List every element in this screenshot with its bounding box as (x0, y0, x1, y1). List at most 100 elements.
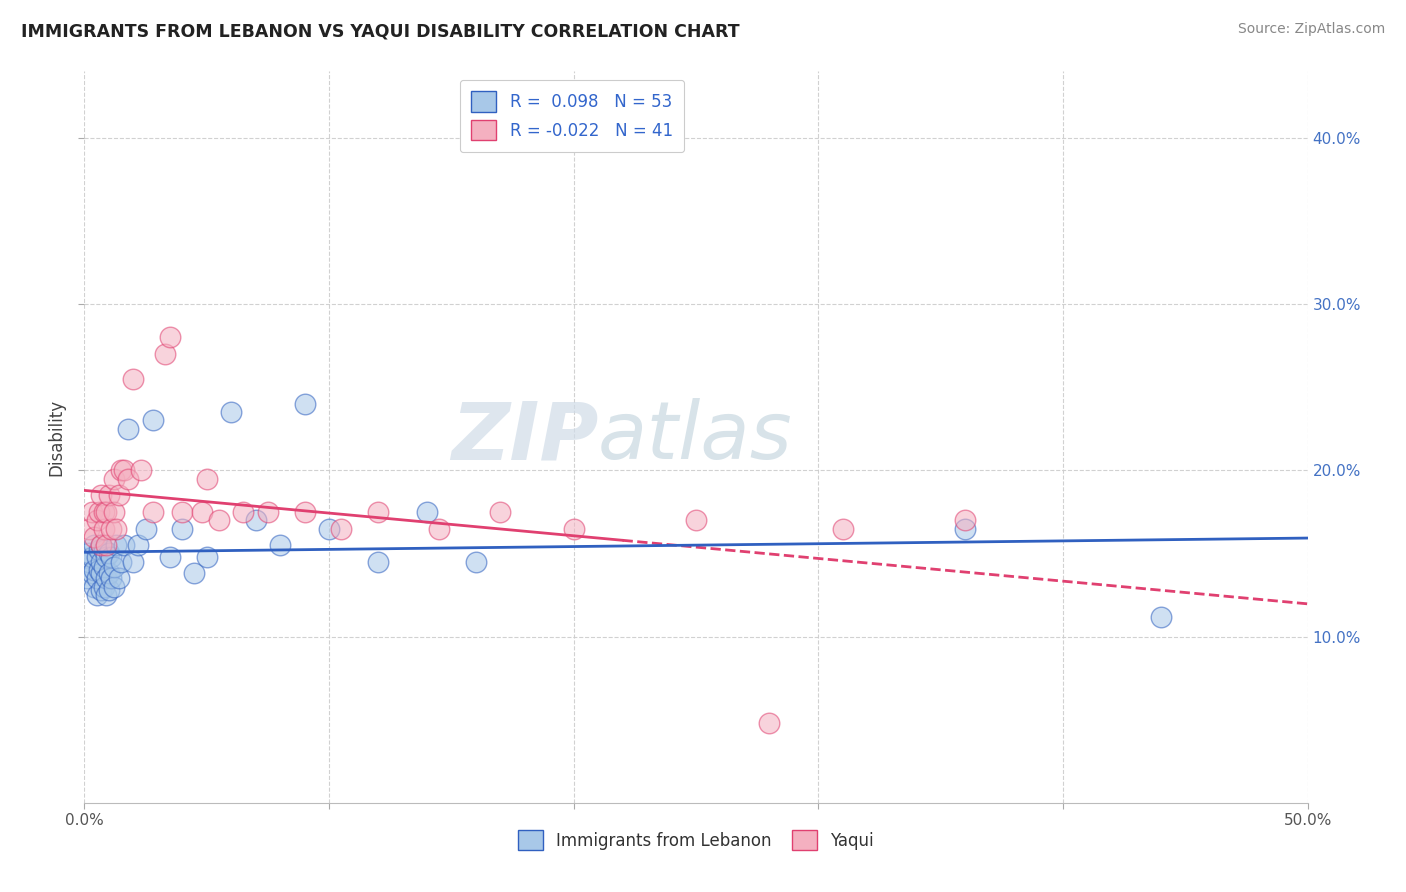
Point (97, 566, 120, 581)
Point (117, 422, 139, 436)
Point (86, 513, 108, 527)
Point (129, 463, 152, 477)
Point (87, 505, 110, 519)
Point (122, 555, 145, 569)
Point (97, 488, 120, 502)
Point (122, 372, 145, 386)
Point (1150, 609, 1173, 624)
Point (105, 538, 128, 552)
Point (153, 347, 176, 361)
Point (97, 546, 120, 560)
Point (953, 513, 976, 527)
Point (100, 521, 122, 535)
Point (117, 472, 139, 486)
Point (90, 538, 112, 552)
Point (159, 549, 181, 564)
Point (269, 538, 291, 552)
Point (127, 538, 149, 552)
Point (76, 571, 98, 585)
Point (367, 555, 389, 569)
Point (208, 513, 231, 527)
Point (142, 505, 165, 519)
Point (83, 563, 105, 577)
Point (93, 559, 115, 574)
Point (105, 521, 128, 535)
Point (142, 413, 165, 427)
Point (758, 716, 780, 731)
Point (80, 505, 103, 519)
Point (191, 505, 214, 519)
Point (83, 538, 105, 552)
Text: ZIP: ZIP (451, 398, 598, 476)
Point (90, 566, 112, 581)
Point (562, 521, 585, 535)
Point (90, 488, 112, 502)
Point (86, 588, 108, 602)
Point (90, 582, 112, 597)
Point (110, 463, 132, 477)
Text: Source: ZipAtlas.com: Source: ZipAtlas.com (1237, 22, 1385, 37)
Point (100, 549, 122, 564)
Point (80, 566, 103, 581)
Point (83, 530, 105, 544)
Point (172, 521, 194, 535)
Point (90, 555, 112, 569)
Point (93, 521, 115, 535)
Point (83, 580, 105, 594)
Point (77, 546, 100, 560)
Point (294, 505, 316, 519)
Point (87, 543, 110, 558)
Point (489, 505, 512, 519)
Point (96, 549, 118, 564)
Text: IMMIGRANTS FROM LEBANON VS YAQUI DISABILITY CORRELATION CHART: IMMIGRANTS FROM LEBANON VS YAQUI DISABIL… (21, 22, 740, 40)
Point (80, 549, 103, 564)
Point (195, 472, 218, 486)
Point (86, 549, 108, 564)
Point (110, 555, 132, 569)
Point (367, 505, 389, 519)
Point (107, 488, 129, 502)
Text: atlas: atlas (598, 398, 793, 476)
Point (685, 513, 707, 527)
Point (93, 543, 115, 558)
Legend: Immigrants from Lebanon, Yaqui: Immigrants from Lebanon, Yaqui (508, 820, 884, 860)
Point (219, 405, 242, 419)
Point (96, 505, 118, 519)
Point (330, 521, 353, 535)
Point (183, 566, 205, 581)
Point (90, 538, 112, 552)
Y-axis label: Disability: Disability (48, 399, 66, 475)
Point (77, 521, 100, 535)
Point (318, 521, 340, 535)
Point (232, 505, 254, 519)
Point (100, 571, 122, 585)
Point (96, 571, 118, 585)
Point (464, 555, 486, 569)
Point (77, 555, 100, 569)
Point (112, 463, 135, 477)
Point (103, 559, 125, 574)
Point (416, 505, 439, 519)
Point (831, 521, 853, 535)
Point (103, 472, 125, 486)
Point (107, 571, 129, 585)
Point (195, 549, 218, 564)
Point (245, 513, 267, 527)
Point (96, 538, 118, 552)
Point (294, 397, 316, 411)
Point (103, 505, 125, 519)
Point (97, 582, 120, 597)
Point (96, 588, 118, 602)
Point (953, 521, 976, 535)
Point (257, 505, 280, 519)
Point (159, 330, 181, 344)
Point (93, 505, 115, 519)
Point (103, 580, 125, 594)
Point (87, 563, 110, 577)
Point (86, 571, 108, 585)
Point (172, 505, 194, 519)
Point (135, 521, 157, 535)
Point (93, 580, 115, 594)
Point (112, 538, 135, 552)
Point (427, 521, 450, 535)
